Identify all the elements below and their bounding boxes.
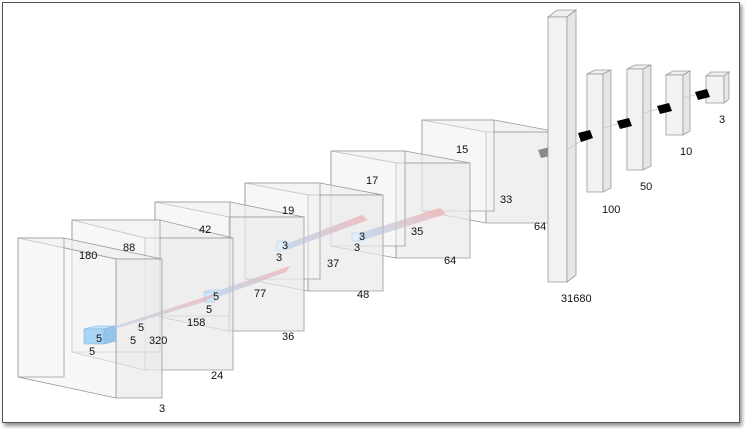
input-height-label: 180 [79,250,97,262]
fc1-layer [586,69,612,193]
conv2-depth-label: 36 [282,331,294,343]
connector-fc2-to-fc3 [657,103,672,114]
input-depth-label: 3 [159,403,165,415]
output-layer [704,71,731,104]
conv2-kernel-label-b: 3 [276,252,282,264]
input-kernel-label-c: 5 [89,346,95,358]
input-block [17,237,163,399]
conv1-kernel-label-b: 5 [206,304,212,316]
fc2-layer [626,64,652,171]
conv5-width-label: 33 [500,194,512,206]
conv3-kernel-label-a: 3 [359,231,365,243]
conv1-height-label: 88 [123,242,135,254]
conv1-depth-label: 24 [211,370,223,382]
arrow-input-to-conv1 [104,292,220,332]
conv5-depth-label: 64 [534,221,546,233]
arrow-conv1-to-conv2 [215,266,290,298]
conv3-kernel-label-b: 3 [354,242,360,254]
conv2-height-label: 42 [199,224,211,236]
conv2-kernel-label-a: 3 [282,240,288,252]
conv3-depth-label: 48 [357,289,369,301]
output-size-label: 3 [719,114,725,126]
conv2-width-label: 77 [254,288,266,300]
conv5-height-label: 15 [456,144,468,156]
projection-arrows [104,147,555,332]
fc2-size-label: 50 [640,181,652,193]
conv4-height-label: 17 [366,175,378,187]
connector-fc1-to-fc2 [617,118,632,129]
fc3-layer [664,70,692,136]
fc3-size-label: 10 [680,146,692,158]
conv4-depth-label: 64 [444,255,456,267]
conv1-width-label: 158 [187,317,205,329]
input-kernel-label-a: 5 [96,333,102,345]
arrow-conv3-to-conv4 [360,208,446,241]
flatten-size-label: 31680 [561,293,592,305]
fc1-size-label: 100 [602,204,620,216]
conv3-width-label: 37 [327,258,339,270]
input-kernel-label-b: 5 [130,335,136,347]
flatten-layer [546,9,578,283]
conv1-kernel-label-c: 5 [138,322,144,334]
connector-flatten-to-fc1 [578,130,593,142]
conv1-kernel-label-a: 5 [213,291,219,303]
fc-connectors [566,89,710,151]
conv4-width-label: 35 [411,226,423,238]
arrow-conv2-to-conv3 [286,215,368,250]
input-width-label: 320 [149,335,167,347]
conv3-height-label: 19 [282,205,294,217]
connector-fc3-to-output [695,89,710,100]
